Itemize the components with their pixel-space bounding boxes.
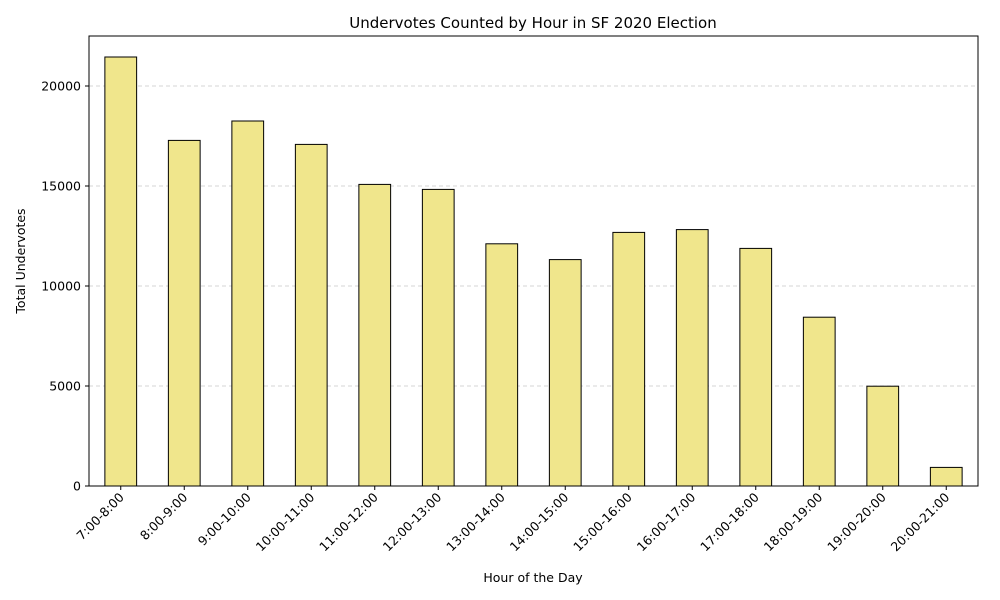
y-tick-label: 5000 bbox=[49, 379, 81, 394]
x-tick-label: 17:00-18:00 bbox=[697, 489, 762, 554]
x-tick-label: 9:00-10:00 bbox=[195, 489, 254, 548]
y-axis: 0 5000 10000 15000 20000 bbox=[41, 79, 89, 494]
bar-7:00-8:00 bbox=[104, 56, 138, 487]
bar-15:00-16:00 bbox=[612, 231, 646, 487]
x-tick-label: 7:00-8:00 bbox=[73, 489, 127, 543]
x-tick-label: 15:00-16:00 bbox=[570, 489, 635, 554]
bar-19:00-20:00 bbox=[866, 385, 900, 487]
x-tick-label: 13:00-14:00 bbox=[443, 489, 508, 554]
bar-20:00-21:00 bbox=[929, 466, 963, 487]
y-tick-label: 0 bbox=[73, 479, 81, 494]
bar-18:00-19:00 bbox=[802, 316, 836, 487]
x-tick-label: 14:00-15:00 bbox=[507, 489, 572, 554]
chart-title: Undervotes Counted by Hour in SF 2020 El… bbox=[349, 14, 716, 32]
x-tick-label: 10:00-11:00 bbox=[253, 489, 318, 554]
plot-frame bbox=[88, 35, 979, 487]
y-tick-label: 15000 bbox=[41, 179, 81, 194]
x-axis-label: Hour of the Day bbox=[483, 570, 583, 585]
x-tick-label: 11:00-12:00 bbox=[316, 489, 381, 554]
bar-17:00-18:00 bbox=[739, 247, 773, 487]
bar-8:00-9:00 bbox=[167, 139, 201, 487]
x-tick-label: 20:00-21:00 bbox=[888, 489, 953, 554]
bar-13:00-14:00 bbox=[485, 243, 519, 487]
gridlines bbox=[89, 85, 978, 387]
bar-10:00-11:00 bbox=[294, 143, 328, 487]
bar-14:00-15:00 bbox=[548, 259, 582, 487]
x-tick-label: 18:00-19:00 bbox=[761, 489, 826, 554]
y-tick-label: 10000 bbox=[41, 279, 81, 294]
bar-11:00-12:00 bbox=[358, 183, 392, 487]
y-tick-label: 20000 bbox=[41, 79, 81, 94]
x-axis: 7:00-8:00 8:00-9:00 9:00-10:0010:00-11:001… bbox=[73, 486, 952, 554]
bar-9:00-10:00 bbox=[231, 120, 265, 487]
x-tick-label: 8:00-9:00 bbox=[137, 489, 191, 543]
bars bbox=[104, 56, 963, 487]
bar-12:00-13:00 bbox=[421, 188, 455, 487]
x-tick-label: 19:00-20:00 bbox=[824, 489, 889, 554]
y-axis-label: Total Undervotes bbox=[13, 208, 28, 314]
bar-16:00-17:00 bbox=[675, 229, 709, 487]
x-tick-label: 12:00-13:00 bbox=[380, 489, 445, 554]
x-tick-label: 16:00-17:00 bbox=[634, 489, 699, 554]
